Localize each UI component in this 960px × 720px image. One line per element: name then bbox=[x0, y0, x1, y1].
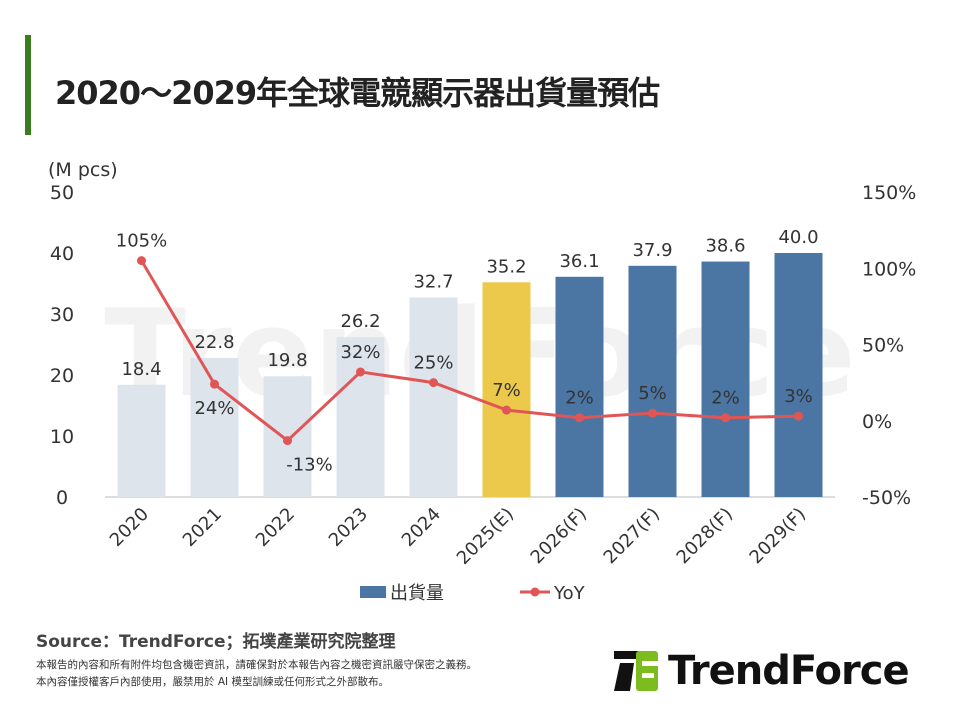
bar-value-label: 38.6 bbox=[705, 236, 745, 257]
yoy-line bbox=[140, 259, 799, 443]
bar bbox=[190, 357, 239, 497]
yoy-point bbox=[429, 378, 438, 388]
x-axis-tick: 2024 bbox=[398, 504, 445, 551]
right-axis-tick: 100% bbox=[862, 258, 916, 280]
bar bbox=[117, 384, 166, 497]
yoy-point bbox=[356, 367, 365, 377]
legend-bar-swatch bbox=[360, 586, 386, 598]
x-axis-tick: 2022 bbox=[252, 504, 299, 551]
bar-value-label: 36.1 bbox=[559, 251, 599, 272]
right-axis-tick: 50% bbox=[862, 335, 904, 357]
bar-value-label: 26.2 bbox=[340, 311, 380, 332]
yoy-value-label: 25% bbox=[413, 353, 453, 374]
disclaimer-line-1: 本報告的內容和所有附件均包含機密資訊，請確保對於本報告內容之機密資訊嚴守保密之義… bbox=[36, 659, 477, 671]
legend-bar-label: 出貨量 bbox=[390, 583, 444, 604]
x-axis-tick: 2026(F) bbox=[527, 504, 592, 569]
yoy-point bbox=[137, 256, 146, 266]
bar bbox=[336, 337, 385, 497]
left-axis-tick: 0 bbox=[56, 487, 68, 509]
disclaimer-line-2: 本內容僅授權客戶內部使用，嚴禁用於 AI 模型訓練或任何形式之外部散布。 bbox=[36, 676, 389, 688]
yoy-value-label: -13% bbox=[286, 455, 333, 476]
x-axis-tick: 2027(F) bbox=[600, 504, 665, 569]
x-axis-tick: 2021 bbox=[179, 504, 226, 551]
legend-line-marker bbox=[530, 587, 540, 597]
yoy-value-label: 24% bbox=[194, 398, 234, 419]
left-axis-tick: 30 bbox=[50, 304, 74, 326]
legend-line-label: YoY bbox=[553, 583, 586, 604]
x-axis-tick: 2028(F) bbox=[673, 504, 738, 569]
yoy-point bbox=[502, 405, 511, 415]
yoy-point bbox=[575, 413, 584, 423]
bar-value-label: 35.2 bbox=[486, 256, 526, 277]
bar bbox=[701, 261, 750, 497]
bar-value-label: 37.9 bbox=[632, 240, 672, 261]
yoy-value-label: 3% bbox=[784, 386, 813, 407]
source-text: Source：TrendForce；拓墣產業研究院整理 bbox=[36, 632, 396, 652]
yoy-value-label: 2% bbox=[565, 388, 594, 409]
trendforce-logo: TrendForce bbox=[612, 648, 910, 694]
bar-value-label: 22.8 bbox=[194, 332, 234, 353]
right-axis-tick: 0% bbox=[862, 411, 892, 433]
logo-text: TrendForce bbox=[668, 648, 910, 694]
left-axis-tick: 20 bbox=[50, 365, 74, 387]
x-axis-tick: 2023 bbox=[325, 504, 372, 551]
left-axis-tick: 10 bbox=[50, 426, 74, 448]
left-axis-unit: (M pcs) bbox=[48, 159, 118, 181]
bar-value-label: 18.4 bbox=[121, 359, 161, 380]
bar bbox=[774, 253, 823, 497]
right-axis-tick: 150% bbox=[862, 182, 916, 204]
yoy-value-label: 2% bbox=[711, 388, 740, 409]
left-axis-tick: 40 bbox=[50, 243, 74, 265]
yoy-point bbox=[648, 408, 657, 418]
right-axis-tick: -50% bbox=[862, 487, 911, 509]
yoy-value-label: 7% bbox=[492, 380, 521, 401]
bar bbox=[409, 297, 458, 497]
trendforce-logo-icon bbox=[614, 651, 658, 691]
yoy-point bbox=[721, 413, 730, 423]
bar-value-label: 19.8 bbox=[267, 350, 307, 371]
title-accent-bar bbox=[25, 35, 31, 135]
bar-value-label: 32.7 bbox=[413, 272, 453, 293]
yoy-point bbox=[794, 411, 803, 421]
yoy-point bbox=[283, 436, 292, 446]
bar bbox=[555, 276, 604, 497]
bar bbox=[482, 282, 531, 497]
yoy-value-label: 105% bbox=[116, 231, 167, 252]
left-axis-tick: 50 bbox=[50, 182, 74, 204]
yoy-point bbox=[210, 379, 219, 389]
yoy-value-label: 32% bbox=[340, 342, 380, 363]
bar bbox=[628, 265, 677, 497]
yoy-value-label: 5% bbox=[638, 383, 667, 404]
page-title: 2020～2029年全球電競顯示器出貨量預估 bbox=[55, 74, 660, 112]
x-axis-tick: 2025(E) bbox=[453, 504, 518, 569]
x-axis-tick: 2029(F) bbox=[746, 504, 811, 569]
x-axis-tick: 2020 bbox=[106, 504, 153, 551]
bar-value-label: 40.0 bbox=[778, 227, 818, 248]
